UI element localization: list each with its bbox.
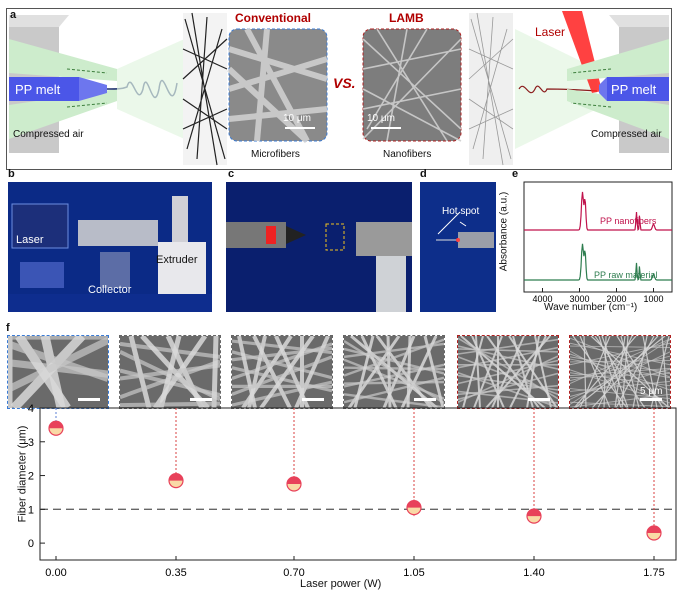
scale-bar-label: 5 μm: [640, 386, 663, 397]
x-tick-label: 0.00: [45, 567, 66, 579]
y-tick-label: 3: [28, 437, 34, 449]
y-tick-label: 2: [28, 471, 34, 483]
fiber-zone-box: [325, 223, 345, 251]
panel-a: a PP melt PP melt Compressed air Compres…: [6, 8, 672, 170]
nozzle-tip: [458, 232, 494, 248]
panel-c-photo: [226, 182, 412, 312]
sem-thumbnail: [119, 335, 221, 409]
data-point-top: [527, 509, 541, 517]
ftir-legend-bottom: PP raw material: [594, 270, 658, 280]
panel-label-c: c: [228, 168, 235, 180]
panel-b-photo: Laser Collector Extruder: [8, 182, 212, 312]
ftir-xlabel: Wave number (cm⁻¹): [544, 302, 638, 313]
ftir-ylabel: Absorbance (a.u.): [498, 191, 510, 272]
air-stream-top-left: [9, 39, 117, 81]
hot-spot-marker: [456, 238, 460, 242]
sem-thumbnail: [343, 335, 445, 409]
nanofibers-label: Nanofibers: [383, 149, 432, 160]
y-tick-label: 4: [28, 403, 34, 415]
x-tick-label: 1.75: [643, 567, 664, 579]
scale-left-label: 10 μm: [283, 113, 311, 124]
air-stream-top-right: [567, 39, 669, 81]
pp-melt-left-bar: [9, 77, 79, 101]
x-tick-label: 1.40: [523, 567, 544, 579]
pp-melt-right-bar: [607, 77, 669, 101]
panel-a-schematic: [9, 11, 669, 166]
conventional-label: Conventional: [235, 11, 312, 25]
hot-spot-label: Hot spot: [442, 206, 480, 217]
x-tick-label: 0.35: [165, 567, 186, 579]
y-tick-label: 0: [28, 538, 34, 550]
chart-frame: [39, 407, 677, 561]
laser-stand: [20, 262, 64, 288]
ftir-curve-raw: [524, 243, 672, 281]
air-right-label: Compressed air: [591, 129, 662, 140]
data-point-top: [287, 477, 301, 484]
collector-unit: [78, 220, 158, 246]
chart-xlabel: Laser power (W): [300, 578, 382, 590]
vs-label: VS.: [333, 75, 356, 91]
collector-photo-label: Collector: [88, 284, 132, 296]
panel-e-spectrum: 4000 3000 2000 1000 Absorbance (a.u.) Wave …: [498, 176, 676, 316]
microfibers-label: Microfibers: [251, 149, 300, 160]
ftir-legend-top: PP nanofibers: [600, 216, 657, 226]
ftir-tick-label: 4000: [532, 294, 552, 304]
panel-d-photo: Hot spot: [420, 182, 496, 312]
fiber-mesh-right: [468, 12, 514, 166]
laser-label: Laser: [535, 25, 566, 39]
panel-label-b: b: [8, 168, 15, 180]
fiber-wave-right: [518, 85, 598, 94]
diameter-chart: 0 1 2 3 4 0.00 0.35 0.70 1.05 1.40 1.75: [28, 403, 677, 579]
sem-thumbnail: [231, 335, 333, 409]
sem-inset-nanofibers: [362, 28, 462, 142]
die-head: [356, 222, 412, 256]
y-tick-label: 1: [28, 504, 34, 516]
collector-roller: [226, 222, 286, 248]
x-tick-label: 1.05: [403, 567, 424, 579]
ftir-tick-label: 2000: [606, 294, 626, 304]
extruder-photo-label: Extruder: [156, 254, 198, 266]
data-point-top: [647, 525, 661, 533]
lamb-label: LAMB: [389, 11, 424, 25]
ftir-tick-label: 1000: [643, 294, 663, 304]
pp-melt-right-label: PP melt: [611, 82, 657, 97]
sem-inset-microfibers: [226, 27, 328, 144]
laser-photo-label: Laser: [16, 234, 44, 246]
data-point-top: [407, 500, 421, 508]
pp-melt-left-label: PP melt: [15, 82, 61, 97]
air-stream-bottom-left: [9, 89, 117, 139]
ftir-frame: [523, 181, 673, 293]
sem-thumbnail: [569, 335, 671, 409]
sem-thumbnail: [7, 335, 109, 409]
chart-ylabel: Fiber diameter (μm): [16, 425, 29, 523]
scale-right-label: 10 μm: [367, 113, 395, 124]
data-point-top: [169, 473, 183, 481]
data-point-top: [49, 421, 63, 429]
extruder-unit: [158, 242, 206, 294]
ftir-tick-label: 3000: [569, 294, 589, 304]
x-tick-label: 0.70: [283, 567, 304, 579]
panel-label-d: d: [420, 168, 427, 180]
panel-label-a: a: [10, 9, 17, 21]
ftir-curve-nanofibers: [524, 191, 672, 231]
air-left-label: Compressed air: [13, 129, 84, 140]
laser-unit: [11, 203, 69, 249]
panel-label-f: f: [6, 322, 10, 334]
panel-label-e: e: [512, 168, 519, 180]
sem-thumbnail: [457, 335, 559, 409]
fiber-mesh-left: [182, 12, 228, 166]
air-stream-bottom-right: [567, 89, 669, 139]
